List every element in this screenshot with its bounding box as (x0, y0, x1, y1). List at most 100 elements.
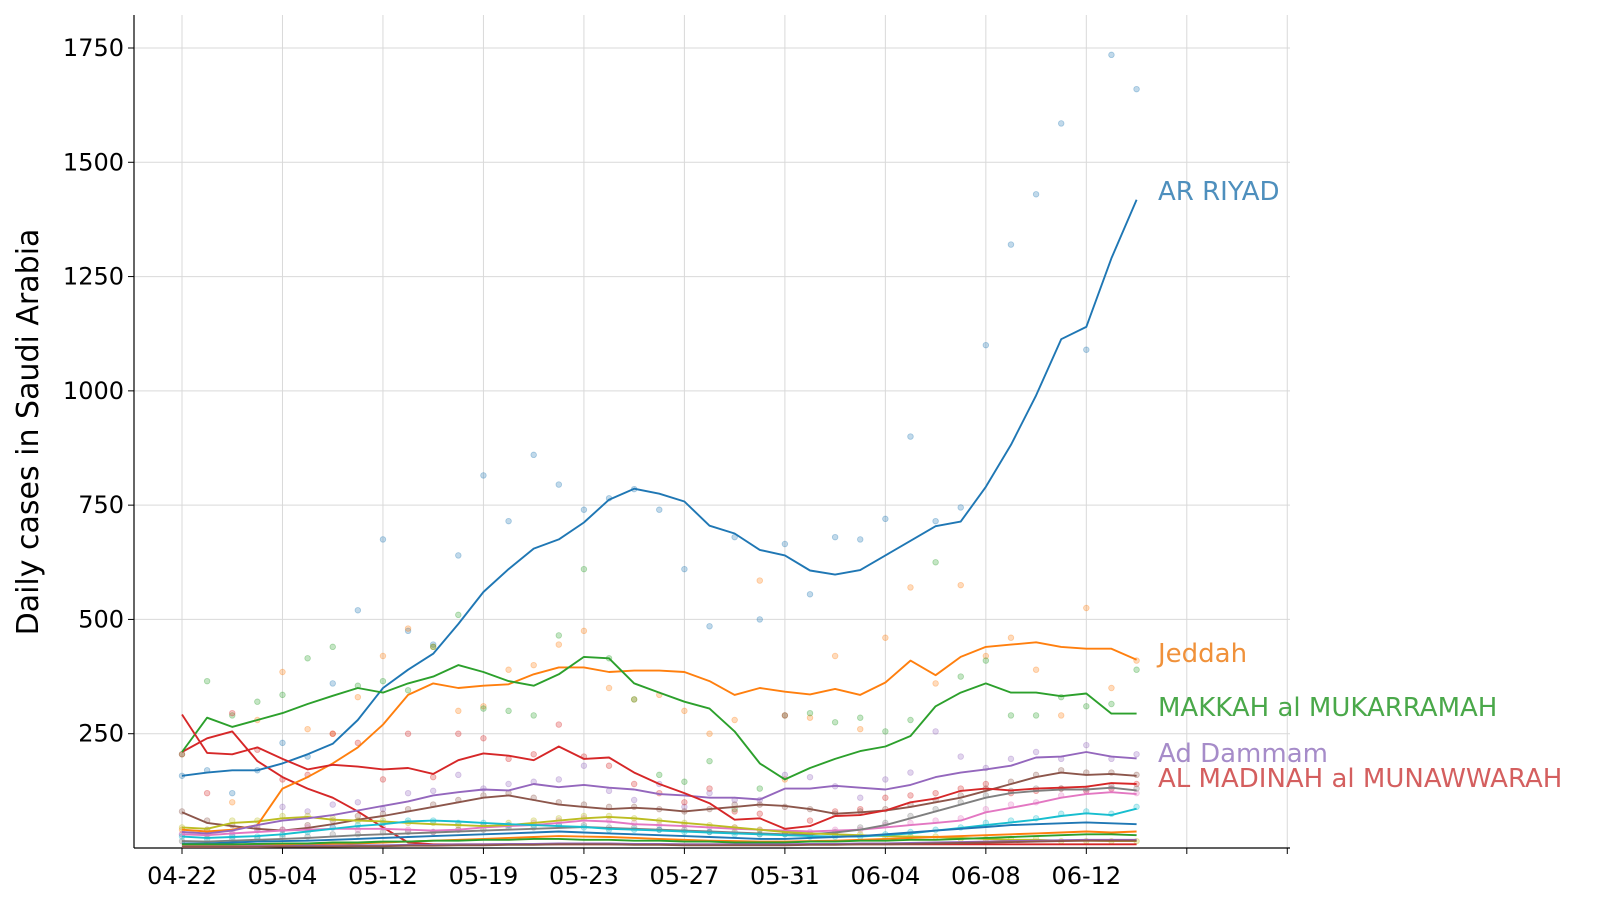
data-point (882, 634, 889, 641)
data-point (229, 799, 236, 806)
data-point (580, 506, 588, 513)
data-point (857, 536, 864, 543)
data-point (430, 641, 437, 648)
data-point (354, 693, 362, 701)
data-point (279, 803, 286, 811)
series-line-makkah-al-mukarramah (181, 655, 1137, 781)
data-point (781, 771, 789, 779)
series-label-ar-riyad: AR RIYAD (1158, 177, 1280, 207)
x-tick-label: 05-27 (650, 862, 720, 890)
data-point (605, 787, 613, 795)
data-point (982, 780, 990, 788)
series-line (182, 833, 1137, 846)
data-point (1057, 712, 1065, 719)
data-point (806, 591, 814, 598)
data-point (681, 778, 688, 785)
series-label-al-madinah-al-munawwarah: AL MADINAH al MUNAWWARAH (1158, 764, 1562, 794)
data-point (706, 789, 713, 797)
data-point (957, 753, 964, 760)
data-point (907, 433, 914, 440)
data-point (1108, 51, 1115, 59)
data-point (229, 709, 236, 717)
data-point (656, 771, 663, 779)
data-point (1032, 748, 1040, 756)
data-point (882, 515, 889, 523)
data-point (706, 757, 713, 765)
data-point (203, 677, 211, 685)
data-point (982, 657, 990, 664)
series-lines (181, 199, 1138, 849)
data-point (430, 773, 437, 781)
data-point (731, 716, 738, 724)
data-point (831, 533, 839, 541)
data-point (505, 517, 512, 525)
data-point (857, 794, 864, 801)
data-point (907, 716, 914, 724)
data-point (354, 799, 362, 806)
y-tick-labels: 250 500 750 1000 1250 1500 1750 (63, 34, 134, 748)
data-point (831, 719, 839, 726)
data-point (354, 607, 362, 614)
series-line (182, 839, 1137, 849)
data-point (354, 739, 362, 747)
data-point (806, 709, 814, 717)
data-point (932, 728, 939, 735)
data-point (379, 776, 387, 783)
data-point (480, 472, 487, 479)
data-point (907, 792, 914, 799)
data-point (379, 536, 387, 543)
data-point (1133, 751, 1140, 758)
data-point (630, 796, 638, 804)
data-point (781, 540, 789, 548)
data-point (455, 611, 462, 619)
data-point (1133, 85, 1140, 93)
data-point (605, 762, 613, 769)
data-point (455, 730, 462, 737)
data-point (329, 730, 336, 737)
series-line (181, 807, 1137, 839)
data-point (1083, 741, 1090, 749)
data-point (530, 661, 537, 669)
data-point (329, 643, 336, 651)
data-point (681, 707, 688, 715)
data-point (229, 712, 236, 719)
data-point (1032, 712, 1040, 719)
data-point (430, 643, 437, 651)
data-point (907, 584, 914, 591)
series-line-jeddah (181, 641, 1137, 833)
data-points (178, 51, 1140, 847)
data-point (781, 712, 789, 719)
data-point (756, 577, 763, 584)
x-tick-label: 06-08 (951, 862, 1021, 890)
data-point (1032, 666, 1040, 673)
data-point (1108, 700, 1115, 708)
grid (134, 15, 1290, 848)
series-line (181, 771, 1137, 832)
data-point (455, 771, 462, 779)
data-point (957, 673, 964, 680)
data-point (580, 565, 588, 573)
x-tick-label: 05-19 (449, 862, 519, 890)
data-point (1007, 241, 1015, 248)
data-point (932, 517, 939, 525)
series-label-makkah-al-mukarramah: MAKKAH al MUKARRAMAH (1158, 693, 1497, 723)
data-point (1083, 703, 1090, 710)
y-tick-label: 1250 (63, 263, 124, 291)
data-point (630, 780, 638, 788)
data-point (279, 668, 286, 676)
data-point (957, 581, 964, 589)
data-point (505, 707, 512, 715)
data-point (404, 627, 412, 635)
data-point (530, 451, 537, 459)
data-point (329, 801, 336, 808)
data-point (806, 817, 814, 824)
data-point (555, 776, 562, 783)
data-point (781, 712, 789, 719)
series-line (182, 821, 1137, 845)
data-point (530, 751, 537, 758)
data-point (430, 787, 437, 795)
data-point (404, 789, 412, 797)
series-label-ad-dammam: Ad Dammam (1158, 739, 1328, 769)
y-tick-label: 1000 (63, 377, 124, 405)
y-tick-label: 1750 (63, 34, 124, 62)
